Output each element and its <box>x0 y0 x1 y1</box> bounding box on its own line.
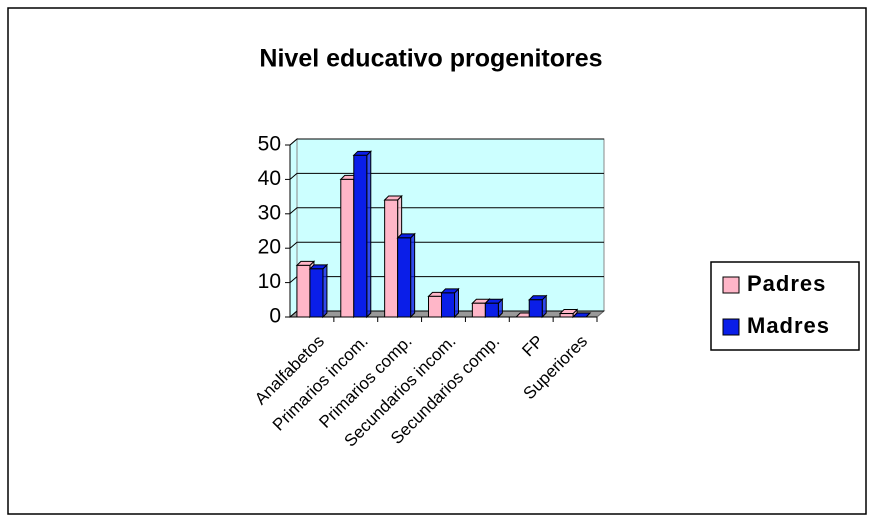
bar <box>397 237 412 318</box>
bar <box>471 302 486 318</box>
side-wall <box>289 137 298 319</box>
y-tick-label: 40 <box>258 167 281 190</box>
legend-swatch <box>722 276 740 294</box>
bar <box>559 313 574 318</box>
y-tick-label: 20 <box>258 236 281 259</box>
legend-label: Padres <box>747 271 826 296</box>
bar-side <box>322 263 328 319</box>
bar <box>384 199 399 318</box>
legend-swatch <box>722 318 740 336</box>
bar <box>296 264 311 318</box>
y-tick-label: 10 <box>258 270 281 293</box>
bar <box>340 178 355 318</box>
legend-label: Madres <box>747 313 830 338</box>
grid-line <box>289 241 604 249</box>
bar-side <box>454 287 459 319</box>
grid-line <box>289 138 604 146</box>
bar-side <box>410 232 416 319</box>
bar <box>353 154 368 318</box>
y-tick-label: 30 <box>258 201 281 224</box>
y-tick-label: 50 <box>258 133 281 156</box>
bar <box>484 302 499 318</box>
bar <box>441 292 455 318</box>
bar-side <box>366 150 372 319</box>
bar <box>428 295 442 318</box>
y-tick-label: 0 <box>269 305 281 328</box>
chart-title: Nivel educativo progenitores <box>259 45 602 73</box>
bar <box>528 299 543 318</box>
grid-line <box>289 172 604 180</box>
bar <box>309 268 324 318</box>
bar-top <box>571 312 592 318</box>
grid-line <box>289 207 604 215</box>
